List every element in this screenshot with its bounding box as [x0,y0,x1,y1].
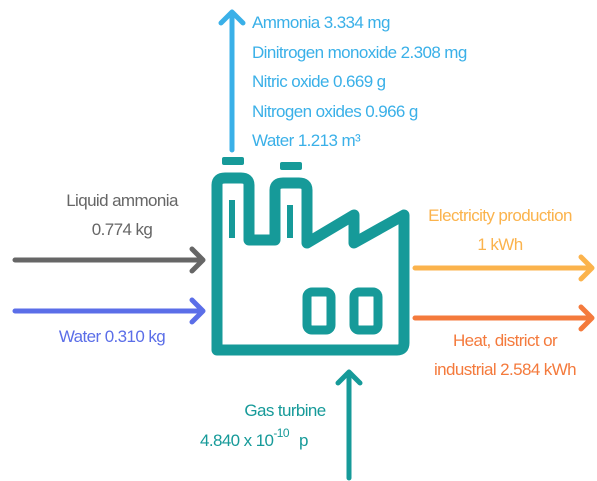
supply-label: Gas turbine [244,401,325,420]
output-arrow [412,304,595,332]
input-arrow [12,297,206,325]
output-label: Electricity production [428,206,572,225]
emissions: Ammonia 3.334 mg Dinitrogen monoxide 2.3… [252,13,467,150]
supply-arrow [335,369,363,481]
factory-icon [211,157,410,356]
amount-unit: p [299,431,308,450]
arrows [12,9,595,481]
output-label: 1 kWh [477,235,522,254]
input-arrow [12,246,206,274]
emission-arrow [218,9,246,153]
emission-label: Nitric oxide 0.669 g [252,72,386,91]
emission-label: Water 1.213 m³ [252,131,361,150]
output-arrow [412,254,595,282]
input-label: 0.774 kg [92,220,153,239]
emission-label: Nitrogen oxides 0.966 g [252,102,418,121]
emission-label: Ammonia 3.334 mg [252,13,390,32]
amount-exponent: -10 [273,426,289,440]
input-label: Liquid ammonia [66,191,179,210]
output-label: Heat, district or [453,331,558,350]
supply-amount: 4.840 x 10-10 p [200,426,308,450]
amount-base: 4.840 x 10 [200,431,274,450]
input-label: Water 0.310 kg [59,327,165,346]
emission-label: Dinitrogen monoxide 2.308 mg [252,43,467,62]
output-label: industrial 2.584 kWh [434,360,576,379]
